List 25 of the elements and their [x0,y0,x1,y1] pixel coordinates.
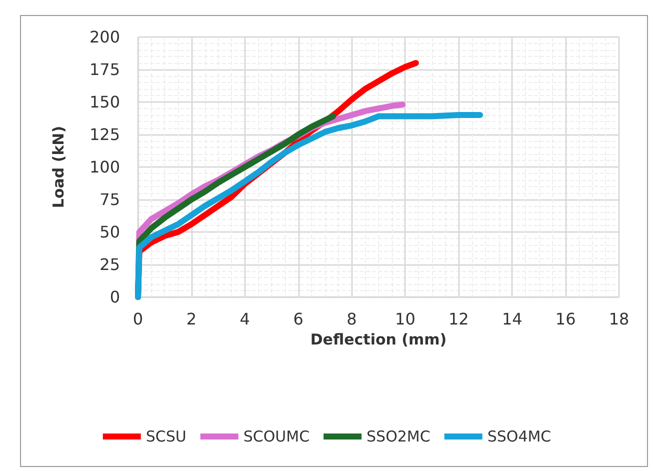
y-tick-label: 0 [110,288,120,306]
y-tick-label: 175 [89,60,120,79]
y-tick-label: 125 [89,125,120,144]
x-tick-label: 16 [555,310,576,328]
x-tick-label: 14 [502,310,522,328]
y-tick-label: 75 [100,190,120,209]
legend-label: SCOUMC [243,428,310,446]
y-tick-label: 50 [100,222,120,242]
legend-label: SSO4MC [487,428,552,446]
y-tick-label: 150 [89,92,120,112]
y-axis-title: Load (kN) [50,126,68,208]
x-tick-label: 6 [293,310,304,328]
x-tick-label: 10 [395,310,416,328]
x-tick-label: 8 [346,310,357,328]
x-tick-label: 4 [240,310,250,328]
x-axis-title: Deflection (mm) [310,330,447,348]
x-tick-label: 18 [608,310,630,328]
x-tick-label: 0 [132,310,144,328]
y-tick-label: 100 [89,158,120,176]
legend-label: SSO2MC [366,428,430,446]
y-tick-label: 200 [89,28,120,46]
x-tick-label: 2 [186,310,197,328]
y-tick-label: 25 [100,255,120,274]
x-tick-label: 12 [448,310,469,328]
legend-label: SCSU [146,428,186,446]
